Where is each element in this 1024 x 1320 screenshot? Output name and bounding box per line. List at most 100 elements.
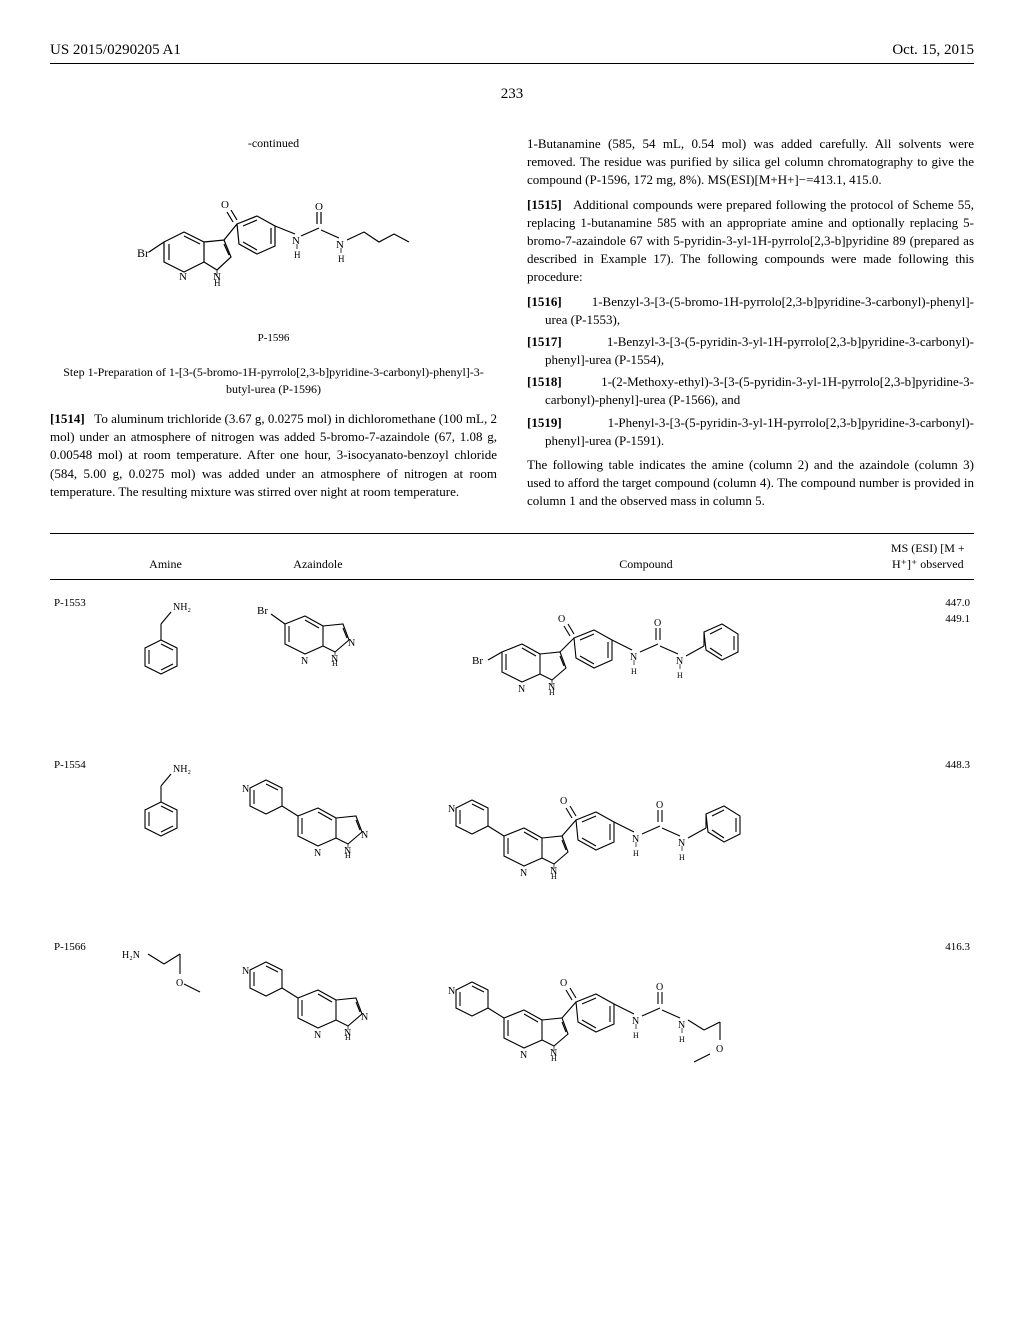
- ms-value: 416.3: [882, 924, 974, 1106]
- row-id: P-1566: [50, 924, 105, 1106]
- amine-structure: H₂N O: [105, 924, 225, 1106]
- svg-text:O: O: [656, 982, 663, 993]
- compound-ref-1517: [1517] 1-Benzyl-3-[3-(5-pyridin-3-yl-1H-…: [527, 333, 974, 369]
- para-num: [1518]: [527, 374, 562, 389]
- svg-text:N: N: [242, 966, 249, 977]
- compound-ref-1519: [1519] 1-Phenyl-3-[3-(5-pyridin-3-yl-1H-…: [527, 414, 974, 450]
- svg-text:N: N: [314, 848, 321, 859]
- svg-text:H: H: [679, 1035, 685, 1044]
- col-blank: [50, 533, 105, 580]
- svg-text:Br: Br: [257, 605, 268, 617]
- svg-text:N: N: [242, 784, 249, 795]
- ms-value: 448.3: [882, 742, 974, 924]
- svg-text:NH₂: NH₂: [173, 764, 191, 775]
- svg-text:O: O: [656, 800, 663, 811]
- svg-text:Br: Br: [137, 246, 149, 260]
- amine-structure: NH₂: [105, 742, 225, 924]
- continued-label: -continued: [50, 135, 497, 152]
- azaindole-structure: Br N N N H: [226, 580, 411, 743]
- two-column-layout: -continued Br N N H O: [50, 135, 974, 511]
- svg-text:N: N: [348, 638, 355, 649]
- left-column: -continued Br N N H O: [50, 135, 497, 511]
- para-num: [1514]: [50, 411, 85, 426]
- svg-text:H: H: [338, 254, 345, 264]
- svg-text:H: H: [294, 250, 301, 260]
- svg-text:N: N: [448, 804, 455, 815]
- table-row: P-1566 H₂N O N: [50, 924, 974, 1106]
- svg-text:H: H: [679, 853, 685, 862]
- svg-text:N: N: [678, 838, 685, 849]
- patent-date: Oct. 15, 2015: [892, 40, 974, 61]
- svg-text:Br: Br: [472, 655, 483, 667]
- compound-structure: N N N H O: [410, 742, 881, 924]
- svg-text:H₂N: H₂N: [122, 950, 140, 961]
- col-amine: Amine: [105, 533, 225, 580]
- svg-text:N: N: [630, 652, 637, 663]
- svg-text:O: O: [560, 978, 567, 989]
- svg-text:O: O: [315, 201, 323, 213]
- svg-text:O: O: [716, 1044, 723, 1055]
- para-num: [1516]: [527, 294, 562, 309]
- page-header: US 2015/0290205 A1 Oct. 15, 2015: [50, 40, 974, 64]
- svg-text:H: H: [345, 851, 351, 860]
- para-text: Additional compounds were prepared follo…: [527, 197, 974, 285]
- ref-text: 1-(2-Methoxy-ethyl)-3-[3-(5-pyridin-3-yl…: [545, 374, 974, 407]
- svg-text:H: H: [633, 1031, 639, 1040]
- svg-text:N: N: [678, 1020, 685, 1031]
- paragraph-cont: 1-Butanamine (585, 54 mL, 0.54 mol) was …: [527, 135, 974, 190]
- svg-text:H: H: [551, 872, 557, 881]
- svg-text:N: N: [520, 868, 527, 879]
- svg-text:N: N: [632, 1016, 639, 1027]
- page-number: 233: [50, 84, 974, 105]
- azaindole-structure: N N N N H: [226, 924, 411, 1106]
- svg-text:O: O: [176, 978, 183, 989]
- svg-text:H: H: [345, 1033, 351, 1042]
- svg-text:NH₂: NH₂: [173, 602, 191, 613]
- svg-text:H: H: [551, 1054, 557, 1063]
- compound-structure: Br N N H O: [410, 580, 881, 743]
- svg-text:H: H: [633, 849, 639, 858]
- table-row: P-1554 NH₂ N: [50, 742, 974, 924]
- svg-text:N: N: [676, 656, 683, 667]
- compound-table: Amine Azaindole Compound MS (ESI) [M + H…: [50, 533, 974, 1107]
- col-ms: MS (ESI) [M + H⁺]⁺ observed: [882, 533, 974, 580]
- table-row: P-1553 NH₂ Br: [50, 580, 974, 743]
- svg-text:O: O: [558, 614, 565, 625]
- svg-text:N: N: [292, 235, 300, 247]
- svg-text:O: O: [654, 618, 661, 629]
- ref-text: 1-Benzyl-3-[3-(5-pyridin-3-yl-1H-pyrrolo…: [545, 334, 974, 367]
- svg-text:H: H: [549, 688, 555, 697]
- svg-text:N: N: [361, 830, 368, 841]
- ms-value: 447.0 449.1: [882, 580, 974, 743]
- para-num: [1515]: [527, 197, 562, 212]
- para-num: [1519]: [527, 415, 562, 430]
- compound-ref-1516: [1516] 1-Benzyl-3-[3-(5-bromo-1H-pyrrolo…: [527, 293, 974, 329]
- svg-text:N: N: [314, 1030, 321, 1041]
- svg-text:N: N: [336, 239, 344, 251]
- azaindole-structure: N N N N H: [226, 742, 411, 924]
- svg-text:O: O: [560, 796, 567, 807]
- svg-text:H: H: [332, 659, 338, 668]
- svg-text:H: H: [214, 278, 221, 288]
- row-id: P-1554: [50, 742, 105, 924]
- molecule-p1596: Br N N H O: [50, 162, 497, 347]
- svg-text:N: N: [520, 1050, 527, 1061]
- para-text: To aluminum trichloride (3.67 g, 0.0275 …: [50, 411, 497, 499]
- svg-text:N: N: [301, 656, 308, 667]
- svg-text:H: H: [631, 667, 637, 676]
- table-intro: The following table indicates the amine …: [527, 456, 974, 511]
- para-num: [1517]: [527, 334, 562, 349]
- paragraph-1515: [1515] Additional compounds were prepare…: [527, 196, 974, 287]
- patent-number: US 2015/0290205 A1: [50, 40, 181, 61]
- paragraph-1514: [1514] To aluminum trichloride (3.67 g, …: [50, 410, 497, 501]
- ref-text: 1-Phenyl-3-[3-(5-pyridin-3-yl-1H-pyrrolo…: [545, 415, 974, 448]
- svg-text:N: N: [361, 1012, 368, 1023]
- svg-text:N: N: [448, 986, 455, 997]
- compound-ref-1518: [1518] 1-(2-Methoxy-ethyl)-3-[3-(5-pyrid…: [527, 373, 974, 409]
- svg-text:N: N: [632, 834, 639, 845]
- svg-text:O: O: [221, 199, 229, 211]
- svg-text:H: H: [677, 671, 683, 680]
- col-compound: Compound: [410, 533, 881, 580]
- compound-structure: N N N H O: [410, 924, 881, 1106]
- row-id: P-1553: [50, 580, 105, 743]
